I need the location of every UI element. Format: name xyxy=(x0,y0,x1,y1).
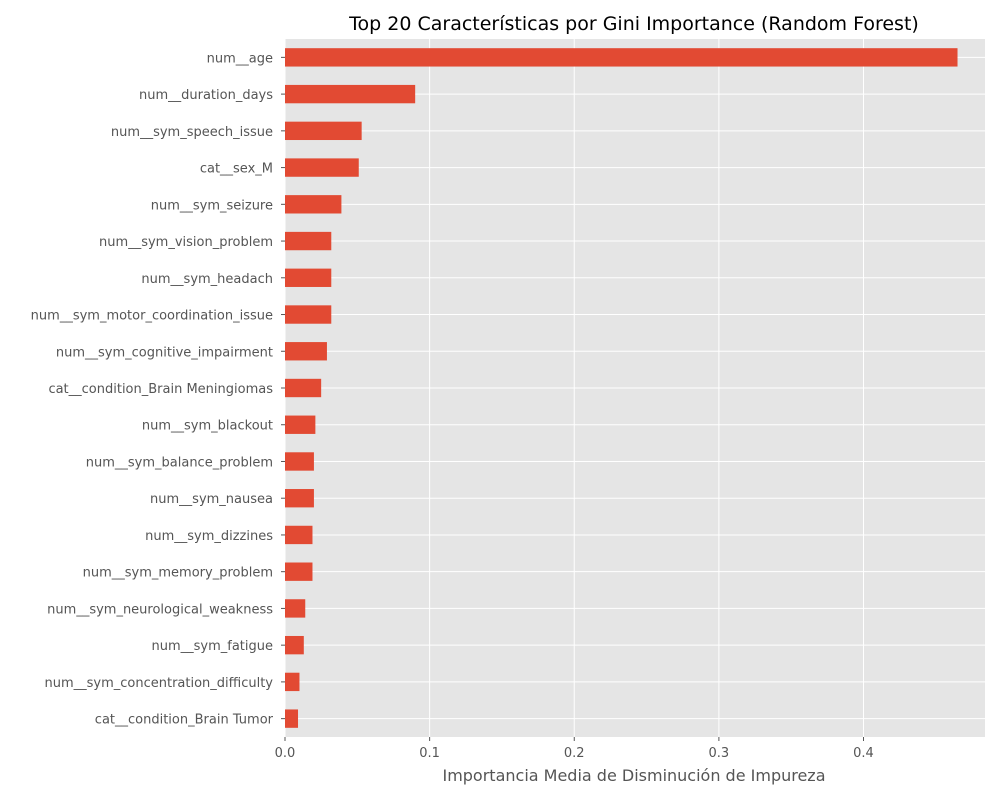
bar xyxy=(285,378,322,398)
bar xyxy=(285,84,416,104)
y-tick-label: cat__condition_Brain Tumor xyxy=(95,713,274,728)
bar xyxy=(285,672,300,692)
y-tick-label: num__sym_speech_issue xyxy=(111,125,273,140)
bar xyxy=(285,489,314,508)
y-tick-label: cat__condition_Brain Meningiomas xyxy=(48,382,273,397)
y-tick-label: num__sym_seizure xyxy=(151,198,273,213)
bar xyxy=(285,709,299,728)
y-tick-label: num__sym_memory_problem xyxy=(83,566,273,581)
x-tick-label: 0.0 xyxy=(275,746,296,761)
y-tick-label: num__sym_motor_coordination_issue xyxy=(31,309,273,324)
bar xyxy=(285,525,313,545)
bar xyxy=(285,121,362,141)
x-axis-label: Importancia Media de Disminución de Impu… xyxy=(442,766,825,785)
x-tick-label: 0.3 xyxy=(709,746,730,761)
y-tick-label: num__duration_days xyxy=(139,88,273,103)
y-tick-label: num__age xyxy=(207,51,273,66)
bar xyxy=(285,158,359,177)
bar xyxy=(285,562,313,581)
x-tick-label: 0.1 xyxy=(419,746,440,761)
chart-title: Top 20 Características por Gini Importan… xyxy=(348,13,919,35)
y-tick-label: num__sym_nausea xyxy=(150,492,273,507)
y-tick-label: num__sym_balance_problem xyxy=(86,455,273,470)
bar xyxy=(285,342,327,361)
y-tick-label: num__sym_headach xyxy=(141,272,273,287)
y-tick-label: num__sym_vision_problem xyxy=(99,235,273,250)
bar xyxy=(285,48,958,67)
x-tick-labels: 0.0 0.1 0.2 0.3 0.4 xyxy=(275,737,874,761)
y-tick-label: cat__sex_M xyxy=(200,162,273,177)
x-tick-label: 0.4 xyxy=(853,746,874,761)
bar xyxy=(285,268,332,287)
y-tick-label: num__sym_blackout xyxy=(142,419,273,434)
grid-lines xyxy=(284,39,985,737)
bar xyxy=(285,599,306,618)
y-tick-label: num__sym_neurological_weakness xyxy=(47,602,273,617)
bar xyxy=(285,415,316,434)
bar xyxy=(285,231,332,251)
bar xyxy=(285,305,332,324)
y-tick-label: num__sym_cognitive_impairment xyxy=(56,345,273,360)
bar xyxy=(285,452,314,471)
bar xyxy=(285,635,304,655)
y-tick-labels: num__age num__duration_days num__sym_speec… xyxy=(31,51,285,728)
y-tick-label: num__sym_concentration_difficulty xyxy=(44,676,273,691)
x-tick-label: 0.2 xyxy=(564,746,585,761)
bar xyxy=(285,195,342,214)
bars xyxy=(285,48,958,728)
y-tick-label: num__sym_dizzines xyxy=(145,529,273,544)
y-tick-label: num__sym_fatigue xyxy=(151,639,273,654)
